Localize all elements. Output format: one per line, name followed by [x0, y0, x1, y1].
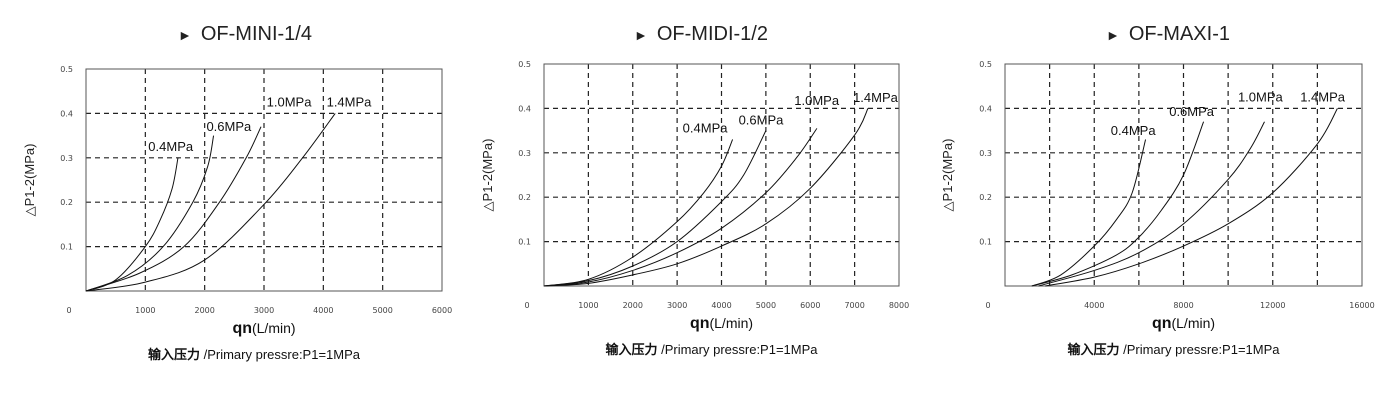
- curve-label: 1.0MPa: [267, 95, 313, 110]
- x-tick-label: 6000: [800, 301, 820, 310]
- x-tick-label: 1000: [578, 301, 598, 310]
- x-tick-label: 1000: [135, 306, 155, 315]
- curve-label: 1.0MPa: [1238, 90, 1284, 105]
- chart-of-mini-1/4: ► OF-MINI-1/4 0 1000 2000 3000 4000 5000 6000 0.1…: [22, 23, 452, 362]
- curve-0-6mpa: [85, 135, 215, 292]
- curve-0-6mpa: [543, 130, 767, 287]
- x-tick-label: 4000: [313, 306, 333, 315]
- chart-caption: 输入压力 /Primary pressre:P1=1MPa: [148, 347, 361, 362]
- x-tick-label: 12000: [1260, 301, 1285, 310]
- x-tick-label: 0: [524, 301, 529, 310]
- y-tick-label: 0.3: [518, 149, 531, 158]
- caption-text: /Primary pressre:P1=1MPa: [200, 347, 361, 362]
- x-axis-title: qn(L/min): [232, 320, 295, 337]
- curve-label: 0.6MPa: [206, 119, 252, 134]
- y-tick-label: 0.5: [518, 60, 531, 69]
- x-axis-title-bold: qn: [690, 315, 710, 332]
- y-tick-label: 0.2: [518, 193, 531, 202]
- curve-label: 0.6MPa: [1169, 104, 1215, 119]
- caption-bold: 输入压力: [148, 347, 200, 362]
- play-arrow-icon: ►: [1106, 27, 1120, 43]
- x-tick-label: 3000: [667, 301, 687, 310]
- x-tick-label: 5000: [756, 301, 776, 310]
- caption-bold: 输入压力: [605, 342, 657, 357]
- y-tick-label: 0.1: [979, 238, 992, 247]
- x-axis-title-unit: (L/min): [252, 320, 296, 336]
- x-tick-label: 8000: [889, 301, 909, 310]
- x-axis-title-bold: qn: [1152, 315, 1172, 332]
- y-tick-label: 0.4: [979, 104, 992, 113]
- x-tick-label: 8000: [1173, 301, 1193, 310]
- chart-title: ► OF-MAXI-1: [1106, 23, 1230, 45]
- curve-0-4mpa: [543, 139, 734, 287]
- curve-1-4mpa: [543, 108, 869, 287]
- chart-caption: 输入压力 /Primary pressre:P1=1MPa: [1067, 342, 1280, 357]
- y-tick-label: 0.1: [518, 238, 531, 247]
- y-axis-title: △P1-2(MPa): [22, 144, 37, 217]
- curve-label: 0.4MPa: [1111, 123, 1157, 138]
- curve-0-4mpa: [1031, 139, 1147, 287]
- y-tick-label: 0.2: [979, 193, 992, 202]
- caption-text: /Primary pressre:P1=1MPa: [657, 342, 818, 357]
- x-axis-title: qn(L/min): [1152, 315, 1215, 332]
- curve-label: 0.4MPa: [683, 120, 729, 135]
- chart-title: ► OF-MINI-1/4: [178, 23, 312, 45]
- plot-frame: [85, 68, 443, 292]
- curve-label: 1.0MPa: [794, 93, 840, 108]
- x-tick-label: 4000: [711, 301, 731, 310]
- curve-1-0mpa: [1038, 121, 1265, 287]
- x-tick-label: 0: [985, 301, 990, 310]
- x-axis-title: qn(L/min): [690, 315, 753, 332]
- chart-title-text: OF-MAXI-1: [1129, 23, 1230, 45]
- x-tick-label: 0: [66, 306, 71, 315]
- y-tick-label: 0.4: [60, 109, 73, 118]
- y-tick-label: 0.1: [60, 243, 73, 252]
- y-axis-title: △P1-2(MPa): [940, 139, 955, 212]
- x-axis-title-bold: qn: [232, 320, 252, 337]
- caption-text: /Primary pressre:P1=1MPa: [1119, 342, 1280, 357]
- x-tick-label: 16000: [1349, 301, 1374, 310]
- chart-title-text: OF-MIDI-1/2: [657, 23, 768, 45]
- plot-frame: [543, 63, 900, 287]
- chart-caption: 输入压力 /Primary pressre:P1=1MPa: [605, 342, 818, 357]
- chart-title: ► OF-MIDI-1/2: [634, 23, 768, 45]
- plot-frame: [1004, 63, 1363, 287]
- y-axis-title: △P1-2(MPa): [480, 139, 495, 212]
- y-tick-label: 0.4: [518, 104, 531, 113]
- curve-1-4mpa: [85, 113, 336, 292]
- x-tick-label: 2000: [623, 301, 643, 310]
- curve-1-4mpa: [1045, 108, 1338, 287]
- y-tick-label: 0.3: [979, 149, 992, 158]
- x-tick-label: 5000: [372, 306, 392, 315]
- curve-0-6mpa: [1031, 121, 1205, 287]
- y-tick-label: 0.5: [979, 60, 992, 69]
- play-arrow-icon: ►: [178, 27, 192, 43]
- y-tick-label: 0.3: [60, 154, 73, 163]
- curve-label: 1.4MPa: [1300, 90, 1346, 105]
- caption-bold: 输入压力: [1067, 342, 1119, 357]
- x-tick-label: 3000: [254, 306, 274, 315]
- x-axis-title-unit: (L/min): [1171, 315, 1215, 331]
- curve-label: 1.4MPa: [853, 90, 899, 105]
- y-tick-label: 0.5: [60, 65, 73, 74]
- y-tick-label: 0.2: [60, 198, 73, 207]
- x-tick-label: 7000: [844, 301, 864, 310]
- play-arrow-icon: ►: [634, 27, 648, 43]
- x-tick-label: 4000: [1084, 301, 1104, 310]
- chart-of-maxi-1: ► OF-MAXI-1 0 4000 8000 12000 16000 0.1 0.2 0.3 0.…: [940, 23, 1375, 357]
- curve-label: 1.4MPa: [327, 95, 373, 110]
- x-axis-title-unit: (L/min): [709, 315, 753, 331]
- curve-1-0mpa: [543, 128, 818, 287]
- curve-label: 0.6MPa: [739, 112, 785, 127]
- x-tick-label: 2000: [194, 306, 214, 315]
- chart-of-midi-1/2: ► OF-MIDI-1/2 0 1000 2000 3000 4000 5000 6000 700…: [480, 23, 909, 357]
- curve-1-0mpa: [85, 126, 262, 292]
- curve-label: 0.4MPa: [148, 139, 194, 154]
- chart-title-text: OF-MINI-1/4: [201, 23, 312, 45]
- curve-0-4mpa: [85, 157, 179, 292]
- x-tick-label: 6000: [432, 306, 452, 315]
